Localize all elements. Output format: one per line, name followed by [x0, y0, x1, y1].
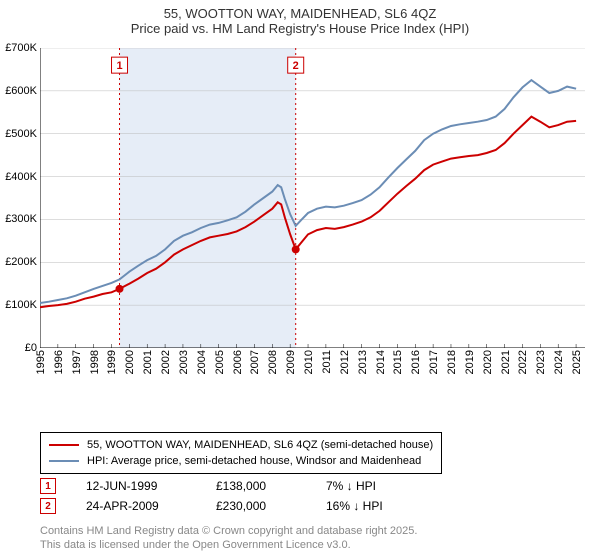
y-axis-label: £500K	[0, 128, 37, 140]
chart-title: 55, WOOTTON WAY, MAIDENHEAD, SL6 4QZ Pri…	[0, 0, 600, 40]
y-axis-label: £100K	[0, 299, 37, 311]
sale-marker-box: 1	[40, 478, 56, 494]
x-axis-label: 1998	[89, 350, 101, 374]
x-axis-label: 2004	[196, 350, 208, 374]
legend: 55, WOOTTON WAY, MAIDENHEAD, SL6 4QZ (se…	[40, 432, 442, 474]
x-axis-label: 2008	[267, 350, 279, 374]
sale-row: 2 24-APR-2009 £230,000 16% ↓ HPI	[40, 498, 416, 514]
line-chart: 12	[40, 48, 585, 348]
legend-swatch	[49, 444, 79, 446]
title-address: 55, WOOTTON WAY, MAIDENHEAD, SL6 4QZ	[0, 6, 600, 21]
sale-date: 24-APR-2009	[86, 499, 186, 513]
x-axis-label: 2021	[500, 350, 512, 374]
sale-marker-box: 2	[40, 498, 56, 514]
attribution: Contains HM Land Registry data © Crown c…	[40, 524, 417, 552]
x-axis-label: 2011	[321, 350, 333, 374]
x-axis-label: 2000	[124, 350, 136, 374]
x-axis-label: 2019	[464, 350, 476, 374]
sale-row: 1 12-JUN-1999 £138,000 7% ↓ HPI	[40, 478, 416, 494]
x-axis-label: 1996	[53, 350, 65, 374]
x-axis-label: 2015	[392, 350, 404, 374]
x-axis-label: 1997	[71, 350, 83, 374]
legend-row: HPI: Average price, semi-detached house,…	[49, 453, 433, 469]
sale-pct: 7% ↓ HPI	[326, 479, 416, 493]
x-axis-label: 2024	[553, 350, 565, 374]
x-axis-label: 2022	[517, 350, 529, 374]
x-axis-label: 2003	[178, 350, 190, 374]
sale-price: £230,000	[216, 499, 296, 513]
y-axis-label: £400K	[0, 171, 37, 183]
x-axis-label: 2009	[285, 350, 297, 374]
y-axis-label: £200K	[0, 256, 37, 268]
legend-label: 55, WOOTTON WAY, MAIDENHEAD, SL6 4QZ (se…	[87, 437, 433, 453]
sale-price: £138,000	[216, 479, 296, 493]
x-axis-label: 2018	[446, 350, 458, 374]
x-axis-label: 2017	[428, 350, 440, 374]
x-axis-label: 2012	[339, 350, 351, 374]
title-subtitle: Price paid vs. HM Land Registry's House …	[0, 21, 600, 36]
x-axis-label: 2014	[375, 350, 387, 374]
chart-area: £0£100K£200K£300K£400K£500K£600K£700K 12…	[40, 48, 585, 388]
legend-row: 55, WOOTTON WAY, MAIDENHEAD, SL6 4QZ (se…	[49, 437, 433, 453]
x-axis-label: 2005	[214, 350, 226, 374]
x-axis-label: 2025	[571, 350, 583, 374]
x-axis-label: 2001	[142, 350, 154, 374]
legend-swatch	[49, 460, 79, 462]
x-axis-label: 2023	[535, 350, 547, 374]
sales-table: 1 12-JUN-1999 £138,000 7% ↓ HPI 2 24-APR-2009…	[40, 478, 416, 518]
x-axis-label: 2002	[160, 350, 172, 374]
x-axis-label: 2010	[303, 350, 315, 374]
y-axis-label: £700K	[0, 42, 37, 54]
x-axis-label: 1999	[106, 350, 118, 374]
y-axis-label: £0	[0, 342, 37, 354]
x-axis-label: 2013	[357, 350, 369, 374]
x-axis-label: 1995	[35, 350, 47, 374]
x-axis-label: 2020	[482, 350, 494, 374]
svg-text:2: 2	[293, 60, 299, 72]
attribution-line: Contains HM Land Registry data © Crown c…	[40, 524, 417, 538]
attribution-line: This data is licensed under the Open Gov…	[40, 538, 417, 552]
x-axis-label: 2007	[249, 350, 261, 374]
y-axis-label: £600K	[0, 85, 37, 97]
sale-pct: 16% ↓ HPI	[326, 499, 416, 513]
x-axis-label: 2016	[410, 350, 422, 374]
svg-text:1: 1	[116, 60, 122, 72]
sale-date: 12-JUN-1999	[86, 479, 186, 493]
y-axis-label: £300K	[0, 213, 37, 225]
x-axis-label: 2006	[232, 350, 244, 374]
legend-label: HPI: Average price, semi-detached house,…	[87, 453, 421, 469]
